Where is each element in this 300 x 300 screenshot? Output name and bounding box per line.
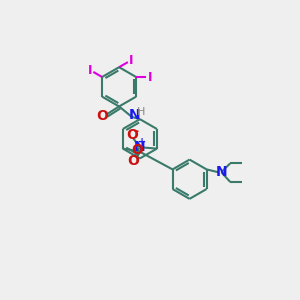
Text: I: I — [129, 54, 134, 67]
Text: N: N — [215, 165, 227, 179]
Text: +: + — [138, 137, 146, 147]
Text: I: I — [88, 64, 92, 76]
Text: I: I — [148, 70, 152, 83]
Text: N: N — [134, 140, 145, 154]
Text: O: O — [96, 109, 108, 123]
Text: O: O — [126, 128, 138, 142]
Text: N: N — [129, 109, 140, 122]
Text: O: O — [131, 143, 143, 158]
Text: -: - — [133, 125, 138, 138]
Text: H: H — [136, 107, 145, 117]
Text: O: O — [128, 154, 139, 168]
